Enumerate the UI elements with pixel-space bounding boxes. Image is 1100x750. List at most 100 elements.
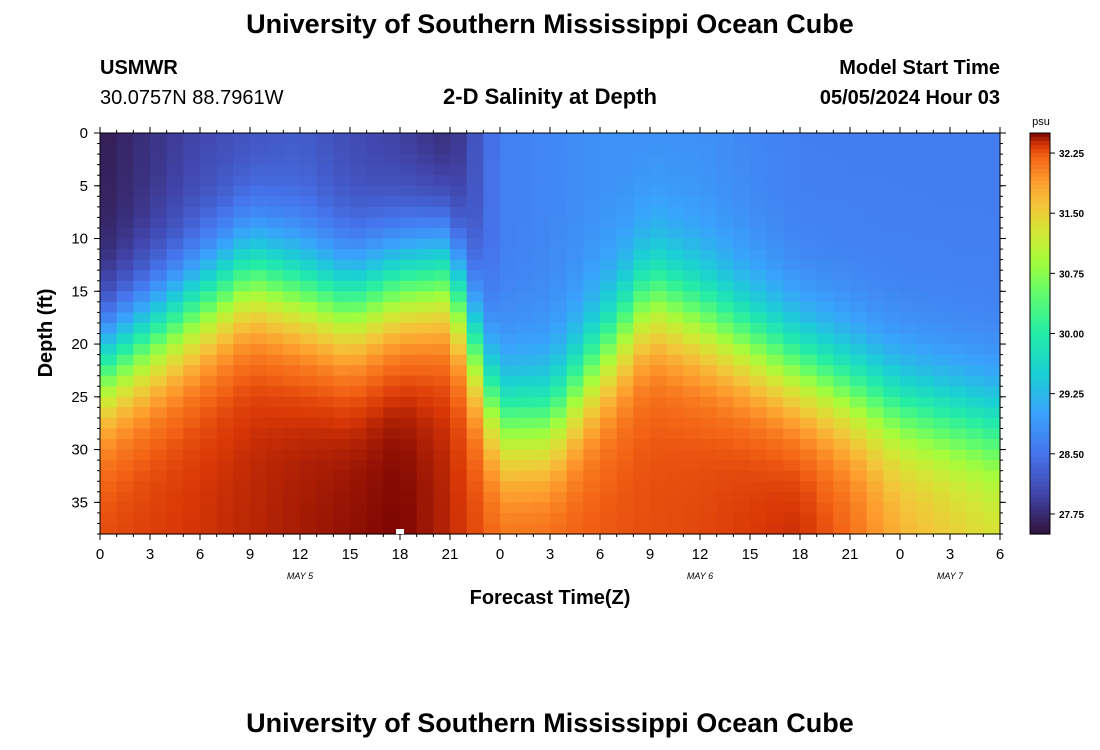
heatmap-cell [950,133,968,145]
heatmap-cell [933,322,951,335]
heatmap-cell [250,249,268,261]
heatmap-cell [550,396,568,408]
colorbar-segment [1030,161,1050,166]
heatmap-cell [983,491,1001,503]
heatmap-cell [433,365,451,377]
heatmap-cell [750,312,768,324]
heatmap-cell [516,280,534,292]
heatmap-cell [266,301,284,313]
heatmap-cell [283,291,301,303]
heatmap-cell [833,523,851,535]
heatmap-cell [666,333,684,345]
heatmap-cell [900,322,918,335]
heatmap-cell [200,344,218,356]
heatmap-cell [333,196,351,208]
heatmap-cell [800,322,818,335]
heatmap-cell [533,481,551,493]
heatmap-cell [150,249,168,261]
heatmap-cell [183,270,201,282]
colorbar-segment [1030,205,1050,210]
heatmap-cell [883,365,901,377]
heatmap-cell [533,333,551,345]
heatmap-cell [200,196,218,208]
heatmap-cell [450,502,468,514]
heatmap-cell [783,322,801,335]
heatmap-cell [500,249,518,261]
heatmap-cell [533,354,551,366]
heatmap-cell [100,133,118,145]
heatmap-cell [200,312,218,324]
heatmap-cell [700,249,718,261]
heatmap-cell [783,291,801,303]
heatmap-cell [666,512,684,525]
heatmap-cell [733,143,751,155]
heatmap-cell [516,133,534,145]
heatmap-cell [883,259,901,271]
heatmap-cell [833,154,851,166]
heatmap-cell [533,249,551,261]
heatmap-cell [366,206,384,219]
heatmap-cell [183,523,201,535]
heatmap-cell [983,301,1001,313]
heatmap-cell [716,386,734,398]
heatmap-cell [166,512,184,525]
heatmap-cell [950,344,968,356]
heatmap-cell [916,491,934,503]
heatmap-cell [600,449,618,461]
heatmap-cell [400,523,418,535]
heatmap-cell [983,396,1001,408]
heatmap-cell [766,154,784,166]
heatmap-cell [700,312,718,324]
heatmap-cell [366,491,384,503]
heatmap-cell [950,312,968,324]
heatmap-cell [933,449,951,461]
heatmap-cell [716,196,734,208]
heatmap-cell [833,407,851,419]
heatmap-cell [216,206,234,219]
heatmap-cell [416,143,434,155]
heatmap-cell [116,154,134,166]
heatmap-cell [650,491,668,503]
heatmap-cell [900,502,918,514]
heatmap-cell [116,396,134,408]
heatmap-cell [666,217,684,229]
colorbar-segment [1030,473,1050,479]
heatmap-cell [650,143,668,155]
heatmap-cell [766,491,784,503]
heatmap-cell [683,206,701,219]
heatmap-cell [466,407,484,419]
heatmap-cell [533,396,551,408]
heatmap-cell [850,428,868,440]
heatmap-cell [933,301,951,313]
heatmap-cell [516,407,534,419]
x-tick-label: 9 [246,546,254,563]
heatmap-cell [466,322,484,335]
heatmap-cell [483,154,501,166]
heatmap-cell [666,365,684,377]
heatmap-cell [983,164,1001,176]
heatmap-cell [183,196,201,208]
colorbar-segment [1030,197,1050,202]
colorbar-segment [1030,261,1050,266]
heatmap-cell [400,185,418,197]
heatmap-cell [616,206,634,219]
colorbar-tick-label: 31.50 [1059,209,1084,220]
heatmap-cell [516,439,534,451]
heatmap-cell [750,196,768,208]
heatmap-cell [833,259,851,271]
heatmap-cell [366,185,384,197]
heatmap-cell [183,407,201,419]
heatmap-cell [150,417,168,430]
heatmap-cell [800,481,818,493]
heatmap-cell [666,154,684,166]
heatmap-cell [850,133,868,145]
heatmap-cell [416,175,434,187]
heatmap-cell [233,512,251,525]
heatmap-cell [783,365,801,377]
heatmap-cell [866,512,884,525]
heatmap-cell [933,365,951,377]
heatmap-cell [433,460,451,472]
heatmap-cell [833,164,851,176]
heatmap-cell [833,185,851,197]
heatmap-cell [550,502,568,514]
